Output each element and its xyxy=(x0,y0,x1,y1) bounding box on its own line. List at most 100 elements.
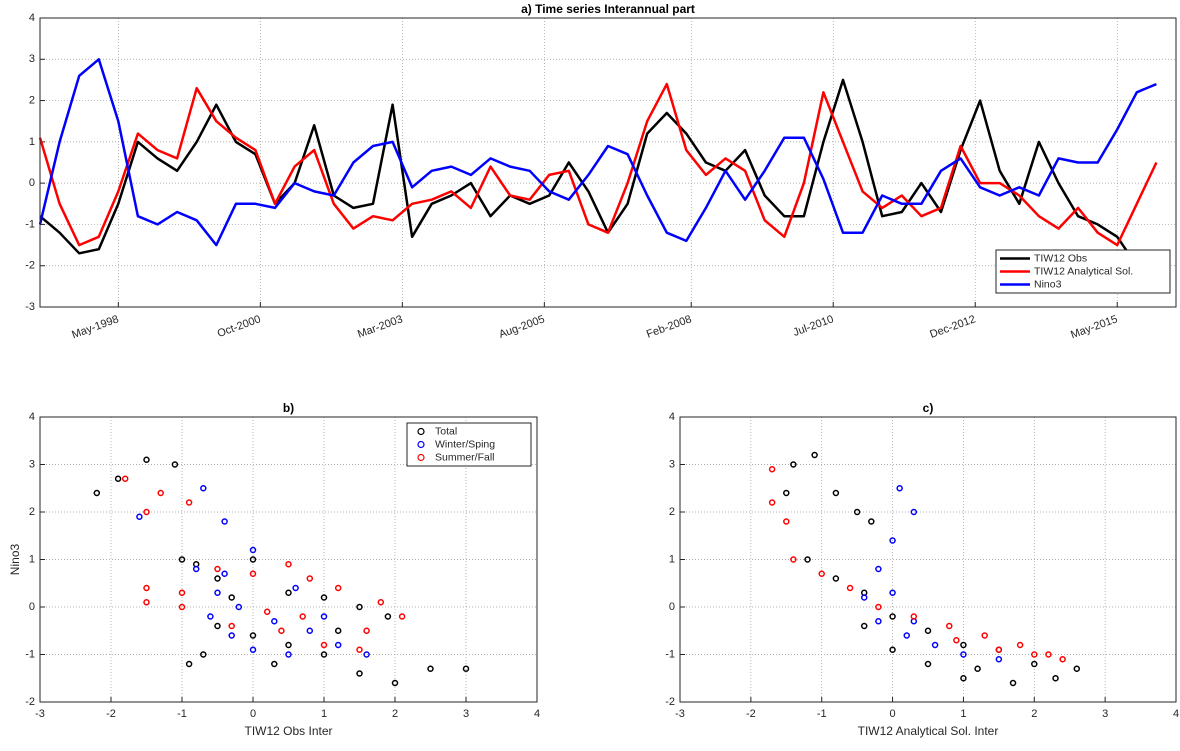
scatter-point xyxy=(960,675,967,682)
scatter-point xyxy=(868,518,875,525)
scatter-point xyxy=(221,518,228,525)
scatter-point xyxy=(974,665,981,672)
scatter-point xyxy=(875,618,882,625)
scatter-point xyxy=(320,641,328,649)
y-tick-label: 1 xyxy=(29,553,35,565)
scatter-point xyxy=(768,499,776,506)
y-tick-label: 2 xyxy=(29,94,35,106)
scatter-point xyxy=(384,613,392,620)
scatter-point xyxy=(214,622,221,630)
scatter-point xyxy=(356,646,363,653)
y-tick-label: -1 xyxy=(25,218,35,230)
scatter-point xyxy=(946,622,953,630)
scatter-point xyxy=(143,584,150,592)
legend-label: TIW12 Obs xyxy=(1034,252,1087,264)
scatter-point xyxy=(363,627,370,634)
scatter-point xyxy=(285,561,292,568)
y-tick-label: 4 xyxy=(29,411,35,423)
scatter-point xyxy=(875,565,882,573)
x-tick-label: 2 xyxy=(1031,708,1037,720)
legend-label: Total xyxy=(435,425,457,437)
x-tick-label: -1 xyxy=(177,708,187,720)
scatter-point xyxy=(263,608,271,615)
x-tick-label: 1 xyxy=(321,708,327,720)
legend-swatch xyxy=(417,453,425,462)
y-axis-label: Nino3 xyxy=(8,544,22,576)
x-tick-label: 3 xyxy=(1102,708,1108,720)
scatter-point xyxy=(214,589,221,596)
scatter-point xyxy=(271,660,278,668)
scatter-point xyxy=(143,456,150,463)
scatter-point xyxy=(924,627,932,634)
scatter-point xyxy=(249,546,257,554)
x-tick-label: 0 xyxy=(890,708,896,720)
scatter-point xyxy=(143,508,150,516)
y-tick-label: 4 xyxy=(669,411,675,423)
scatter-point xyxy=(356,670,363,677)
scatter-point xyxy=(185,660,193,668)
scatter-point xyxy=(178,589,186,596)
scatter-point xyxy=(903,632,910,639)
scatter-point xyxy=(334,641,342,649)
scatter-point xyxy=(292,584,299,592)
y-tick-label: 2 xyxy=(669,506,675,518)
legend-swatch xyxy=(417,440,425,449)
scatter-point xyxy=(832,575,840,582)
y-tick-label: 2 xyxy=(29,506,35,518)
scatter-point xyxy=(299,613,306,620)
scatter-point xyxy=(192,565,200,573)
x-tick-label: -1 xyxy=(817,708,827,720)
scatter-point xyxy=(783,518,790,525)
scatter-point xyxy=(398,613,406,620)
scatter-point xyxy=(249,646,257,653)
x-tick-label: Dec-2012 xyxy=(928,313,977,341)
scatter-point xyxy=(783,489,790,497)
x-tick-label: -3 xyxy=(35,708,45,720)
x-tick-label: 1 xyxy=(960,708,966,720)
x-tick-label: Feb-2008 xyxy=(645,313,693,340)
y-tick-label: 0 xyxy=(29,601,35,613)
x-tick-label: 0 xyxy=(250,708,256,720)
scatter-point xyxy=(271,618,278,625)
scatter-point xyxy=(924,660,932,668)
scatter-point xyxy=(221,570,228,577)
scatter-point xyxy=(171,461,179,468)
scatter-point xyxy=(93,489,101,497)
panel: -3 -2 -1 0 1 2 3 4 May-1998 Oct-2000 Mar-2003 Aug-2… xyxy=(25,2,1177,341)
scatter-point xyxy=(114,475,122,482)
scatter-point xyxy=(228,622,235,630)
scatter-point xyxy=(249,570,257,577)
scatter-point xyxy=(910,613,918,620)
legend-label: Nino3 xyxy=(1034,278,1062,290)
scatter-point xyxy=(768,466,776,473)
axes-frame xyxy=(39,416,538,703)
y-tick-label: -2 xyxy=(25,260,35,272)
scatter-point xyxy=(846,584,854,592)
chart-title: b) xyxy=(283,401,294,415)
series-line xyxy=(39,78,1157,267)
x-axis-label: TIW12 Obs Inter xyxy=(244,724,332,738)
y-tick-label: 1 xyxy=(29,136,35,148)
x-tick-label: May-1998 xyxy=(70,313,120,341)
scatter-point xyxy=(811,451,818,459)
scatter-point xyxy=(889,589,896,596)
scatter-point xyxy=(214,575,221,582)
scatter-point xyxy=(995,646,1003,653)
scatter-point xyxy=(334,627,342,634)
y-tick-label: -1 xyxy=(665,648,675,660)
scatter-point xyxy=(178,603,186,611)
chart-title: c) xyxy=(923,401,934,415)
scatter-point xyxy=(377,599,385,606)
scatter-point xyxy=(278,627,285,634)
scatter-point xyxy=(790,461,797,468)
scatter-point xyxy=(1052,675,1059,682)
scatter-point xyxy=(334,584,342,592)
scatter-point xyxy=(1073,665,1081,672)
scatter-point xyxy=(1031,651,1038,658)
scatter-point xyxy=(818,570,825,577)
x-tick-label: May-2015 xyxy=(1069,313,1119,341)
scatter-point xyxy=(910,508,918,516)
scatter-point xyxy=(889,646,896,653)
